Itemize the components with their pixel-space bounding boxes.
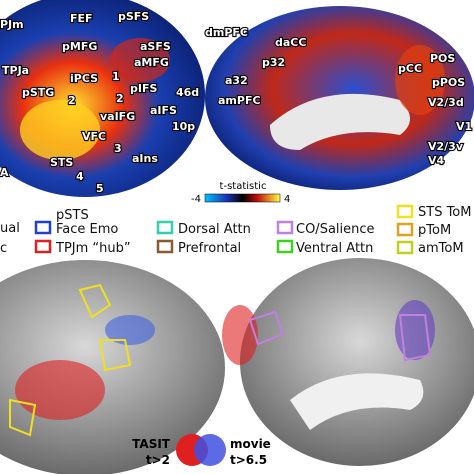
region-label: 46d (176, 86, 199, 99)
legend-label: Prefrontal (178, 241, 241, 256)
region-label: daCC (275, 36, 306, 49)
region-label: V4 (428, 154, 445, 167)
region-label: V2/3d (428, 96, 464, 109)
region-label: aIns (132, 152, 158, 165)
region-label: p32 (262, 56, 285, 69)
legend-swatch (276, 220, 294, 235)
region-label: pPOS (432, 76, 465, 89)
movie-circle (194, 434, 226, 466)
legend-swatch (396, 240, 414, 255)
region-label: VFC (82, 130, 106, 143)
region-label: A (0, 166, 9, 179)
legend-label: pSTS (56, 208, 89, 223)
region-label: pCC (398, 62, 422, 75)
top-panel: FEF pSFS PJm pMFG aSFS TPJa iPCS aMFG pS… (0, 0, 474, 197)
corpus-callosum (270, 93, 410, 150)
region-label: PJm (0, 18, 24, 31)
bottom-panel (0, 258, 474, 474)
region-label: 10p (172, 120, 195, 133)
region-label: 4 (76, 170, 84, 183)
colorbar-gradient (204, 193, 281, 203)
legend-label: ual (0, 221, 20, 236)
region-label: amPFC (218, 94, 261, 107)
legend-swatch (34, 239, 52, 254)
tasit-label: TASIT (132, 437, 171, 451)
legend-label: amToM (418, 241, 464, 256)
region-label: TPJa (2, 64, 29, 77)
region-label: V2/3v (428, 140, 464, 153)
legend-swatch (396, 222, 414, 237)
region-label: dmPFC (205, 26, 248, 39)
region-label: pIFS (130, 82, 157, 95)
roi-outlines (248, 310, 432, 362)
lateral-inflated-brain (0, 260, 225, 474)
legend-label: Dorsal Attn (178, 222, 251, 237)
region-label: 3 (114, 142, 122, 155)
medial-inflated-brain (240, 258, 474, 466)
region-label: aMFG (134, 56, 169, 69)
region-label: 1 (112, 70, 120, 83)
tasit-threshold: t>2 (146, 453, 170, 467)
region-label: vaIFG (100, 110, 135, 123)
legend-swatch (396, 204, 414, 219)
region-label: FEF (70, 12, 93, 25)
overlap-legend: TASIT t>2 movie t>6.5 (132, 434, 271, 467)
colorbar-label: t-statistic (220, 181, 267, 192)
region-label: iPCS (70, 72, 98, 85)
region-label: a32 (225, 74, 248, 87)
legend-swatch (156, 220, 174, 235)
movie-label: movie (230, 437, 271, 451)
legend-label: Ventral Attn (296, 241, 373, 256)
activation (15, 360, 105, 420)
legend-swatch (156, 239, 174, 254)
legend-label: Face Emo (56, 222, 118, 237)
region-label: pSFS (118, 10, 149, 23)
region-label: 2 (68, 94, 76, 107)
region-label: POS (430, 52, 455, 65)
legend-label: CO/Salience (296, 222, 375, 237)
legend: ual c pSTS Face Emo TPJm “hub” Dorsal At… (0, 204, 471, 256)
region-label: 5 (96, 182, 104, 195)
legend-label: pToM (418, 223, 451, 238)
region-label: aIFS (150, 104, 177, 117)
colorbar-min: -4 (191, 194, 201, 205)
activation (222, 305, 258, 365)
colorbar-max: 4 (284, 194, 290, 205)
region-label: pMFG (62, 40, 97, 53)
roi-outlines (9, 283, 132, 437)
activation (395, 45, 445, 115)
region-label: STS (50, 156, 73, 169)
legend-label: STS ToM (418, 205, 471, 220)
legend-swatch (34, 220, 52, 235)
region-label: aSFS (140, 40, 171, 53)
region-label: pSTG (22, 86, 54, 99)
region-label: 2 (116, 92, 124, 105)
activation (20, 100, 100, 160)
movie-threshold: t>6.5 (230, 453, 267, 467)
corpus-callosum (290, 373, 424, 430)
legend-swatch (276, 239, 294, 254)
colorbar: t-statistic -4 4 (191, 181, 290, 205)
legend-label: TPJm “hub” (55, 241, 131, 256)
activation (105, 315, 155, 345)
activation (110, 38, 170, 82)
legend-label: c (0, 241, 7, 256)
region-label: V1 (456, 120, 472, 133)
